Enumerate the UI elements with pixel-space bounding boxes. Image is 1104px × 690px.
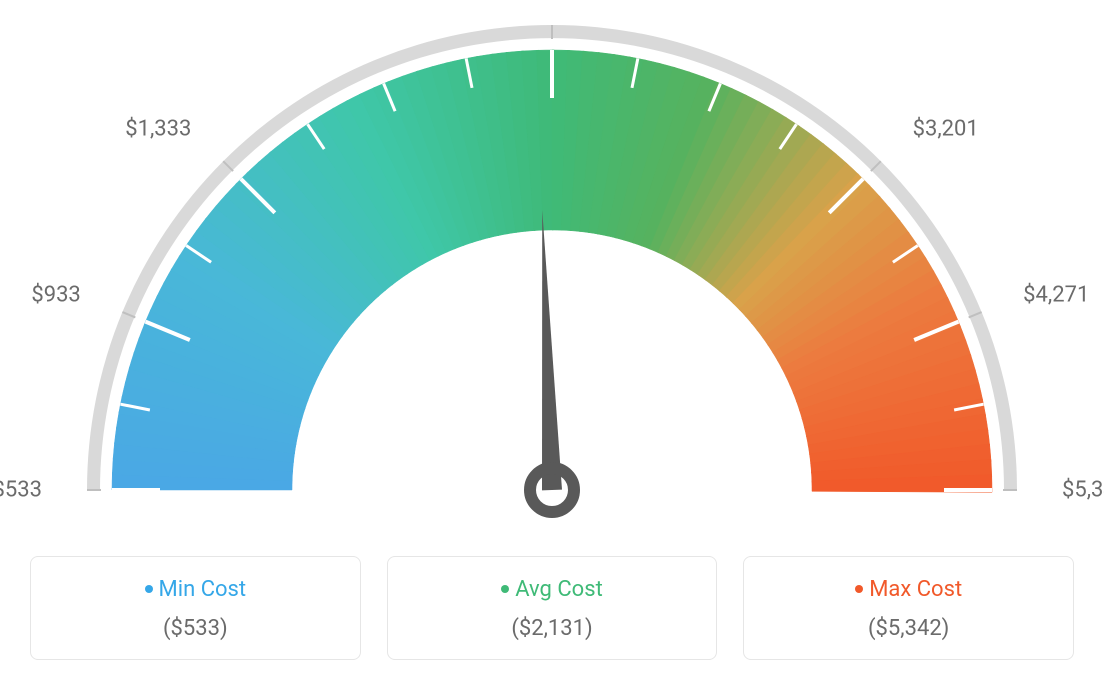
tick-label: $5,342 (1062, 478, 1104, 503)
legend-card-min: Min Cost ($533) (30, 556, 361, 660)
legend-value-avg: ($2,131) (398, 616, 707, 641)
gauge-svg (0, 0, 1104, 560)
legend-title-text: Max Cost (869, 577, 962, 602)
legend-card-avg: Avg Cost ($2,131) (387, 556, 718, 660)
legend-value-min: ($533) (41, 616, 350, 641)
legend-title-min: Min Cost (41, 577, 350, 602)
tick-label: $1,333 (125, 117, 191, 142)
tick-label: $4,271 (1023, 282, 1089, 307)
legend-card-max: Max Cost ($5,342) (743, 556, 1074, 660)
legend-row: Min Cost ($533) Avg Cost ($2,131) Max Co… (30, 556, 1074, 660)
legend-value-max: ($5,342) (754, 616, 1063, 641)
dot-icon (145, 585, 153, 593)
legend-title-text: Avg Cost (515, 577, 603, 602)
legend-title-avg: Avg Cost (398, 577, 707, 602)
chart-container: $533$933$1,333$2,131$3,201$4,271$5,342 M… (0, 0, 1104, 690)
gauge: $533$933$1,333$2,131$3,201$4,271$5,342 (0, 0, 1104, 560)
dot-icon (501, 585, 509, 593)
tick-label: $933 (31, 282, 80, 307)
tick-label: $533 (0, 478, 42, 503)
tick-label: $3,201 (913, 117, 979, 142)
dot-icon (855, 585, 863, 593)
legend-title-max: Max Cost (754, 577, 1063, 602)
legend-title-text: Min Cost (159, 577, 247, 602)
